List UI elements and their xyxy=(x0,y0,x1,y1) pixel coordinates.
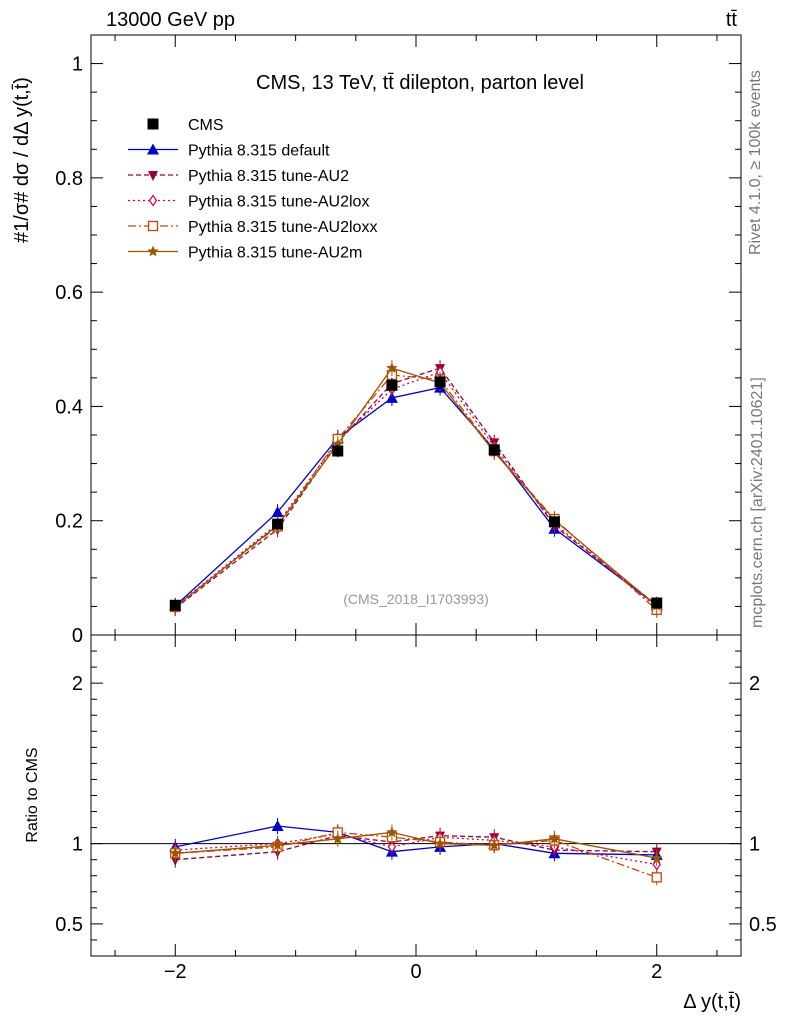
source-label: mcplots.cern.ch [arXiv:2401.10621] xyxy=(749,377,766,628)
legend-label: Pythia 8.315 tune-AU2lox xyxy=(188,194,369,211)
series-layer xyxy=(169,360,663,886)
ratio-y-tick-label: 2 xyxy=(72,673,83,695)
legend-entry: Pythia 8.315 tune-AU2loxx xyxy=(128,219,377,236)
legend-marker xyxy=(147,220,159,232)
y-tick-label: 0.4 xyxy=(55,396,83,418)
legend-label: Pythia 8.315 default xyxy=(188,143,330,160)
ratio-y-tick-label: 0.5 xyxy=(55,914,83,936)
x-tick-label: 0 xyxy=(410,961,421,983)
legend-entry: Pythia 8.315 tune-AU2 xyxy=(128,168,349,185)
ratio-line xyxy=(175,831,657,859)
cms-point xyxy=(488,444,500,456)
ratio-y-tick-label-right: 1 xyxy=(749,834,760,856)
x-tick-label: −2 xyxy=(164,961,187,983)
ratio-point xyxy=(651,852,663,863)
cms-point xyxy=(386,379,398,391)
cms-point xyxy=(332,445,344,457)
ratio-line xyxy=(175,831,657,879)
ratio-y-axis-label: Ratio to CMS xyxy=(24,747,41,842)
y-tick-label: 1 xyxy=(72,54,83,76)
series-1 xyxy=(170,360,662,868)
ratio-point xyxy=(434,837,446,849)
ratio-point xyxy=(169,847,181,859)
legend-marker xyxy=(148,194,158,207)
y-tick-label: 0.6 xyxy=(55,282,83,304)
series-line xyxy=(174,371,658,608)
ratio-point xyxy=(271,819,284,831)
ratio-line xyxy=(175,834,657,861)
series-line xyxy=(174,386,658,607)
series-line xyxy=(174,374,658,611)
series-2 xyxy=(171,364,661,873)
legend-marker xyxy=(148,171,158,181)
ratio-point xyxy=(387,840,397,853)
ratio-point xyxy=(548,832,561,844)
data-point xyxy=(271,506,284,518)
legend: CMS Pythia 8.315 default Pythia 8.315 tune… xyxy=(128,117,377,262)
ratio-y-tick-label-right: 0.5 xyxy=(749,914,777,936)
data-point xyxy=(385,391,398,403)
ratio-point xyxy=(651,872,662,883)
cms-point xyxy=(272,518,284,530)
y-tick-label: 0.8 xyxy=(55,168,83,190)
ratio-plot-frame xyxy=(90,634,742,957)
x-axis-label: Δ y(t,t̄) xyxy=(683,991,741,1013)
ratio-y-tick-label-right: 2 xyxy=(749,673,760,695)
legend-entry: Pythia 8.315 default xyxy=(128,143,330,160)
legend-label: CMS xyxy=(188,117,224,134)
chart-title: CMS, 13 TeV, tt̄ dilepton, parton level xyxy=(256,72,584,94)
data-point xyxy=(332,438,344,449)
series-4 xyxy=(169,360,663,867)
ratio-line xyxy=(175,825,657,856)
series-line xyxy=(174,367,658,608)
series-line xyxy=(174,367,658,609)
cms-point xyxy=(169,599,181,611)
energy-label: 13000 GeV pp xyxy=(106,9,235,31)
process-label: tt̄ xyxy=(726,9,738,31)
legend-marker xyxy=(147,245,159,257)
cms-point xyxy=(548,516,560,528)
axes: −2 0 2 0 0.2 0.4 0.6 0.8 1 0.5 0.5 1 1 2 2 xyxy=(55,35,777,983)
ratio-point xyxy=(332,832,344,844)
ratio-y-tick-label: 1 xyxy=(72,834,83,856)
legend-label: Pythia 8.315 tune-AU2 xyxy=(188,168,349,185)
ratio-point xyxy=(386,826,398,838)
ratio-point xyxy=(488,839,500,851)
cms-point xyxy=(651,597,663,609)
legend-label: Pythia 8.315 tune-AU2loxx xyxy=(188,219,377,236)
data-point xyxy=(386,362,398,373)
x-tick-label: 2 xyxy=(651,961,662,983)
analysis-watermark: (CMS_2018_I1703993) xyxy=(343,591,489,607)
legend-marker xyxy=(147,118,159,130)
rivet-label: Rivet 4.1.0, ≥ 100k events xyxy=(747,70,764,255)
y-tick-label: 0 xyxy=(72,625,83,647)
legend-entry: Pythia 8.315 tune-AU2lox xyxy=(128,194,369,211)
legend-label: Pythia 8.315 tune-AU2m xyxy=(188,245,362,262)
series-0 xyxy=(169,379,663,863)
main-y-axis-label-text: #1/σ# dσ / dΔ y(t,t̄) xyxy=(11,77,33,243)
legend-marker xyxy=(147,143,159,155)
cms-data xyxy=(169,374,663,611)
legend-entry: Pythia 8.315 tune-AU2m xyxy=(128,245,362,262)
legend-entry: CMS xyxy=(147,117,224,134)
ratio-point xyxy=(271,839,284,851)
cms-point xyxy=(434,376,446,388)
y-tick-label: 0.2 xyxy=(55,511,83,533)
main-y-axis-label: #1/σ# dσ / dΔ y(t,t̄) xyxy=(11,77,33,243)
